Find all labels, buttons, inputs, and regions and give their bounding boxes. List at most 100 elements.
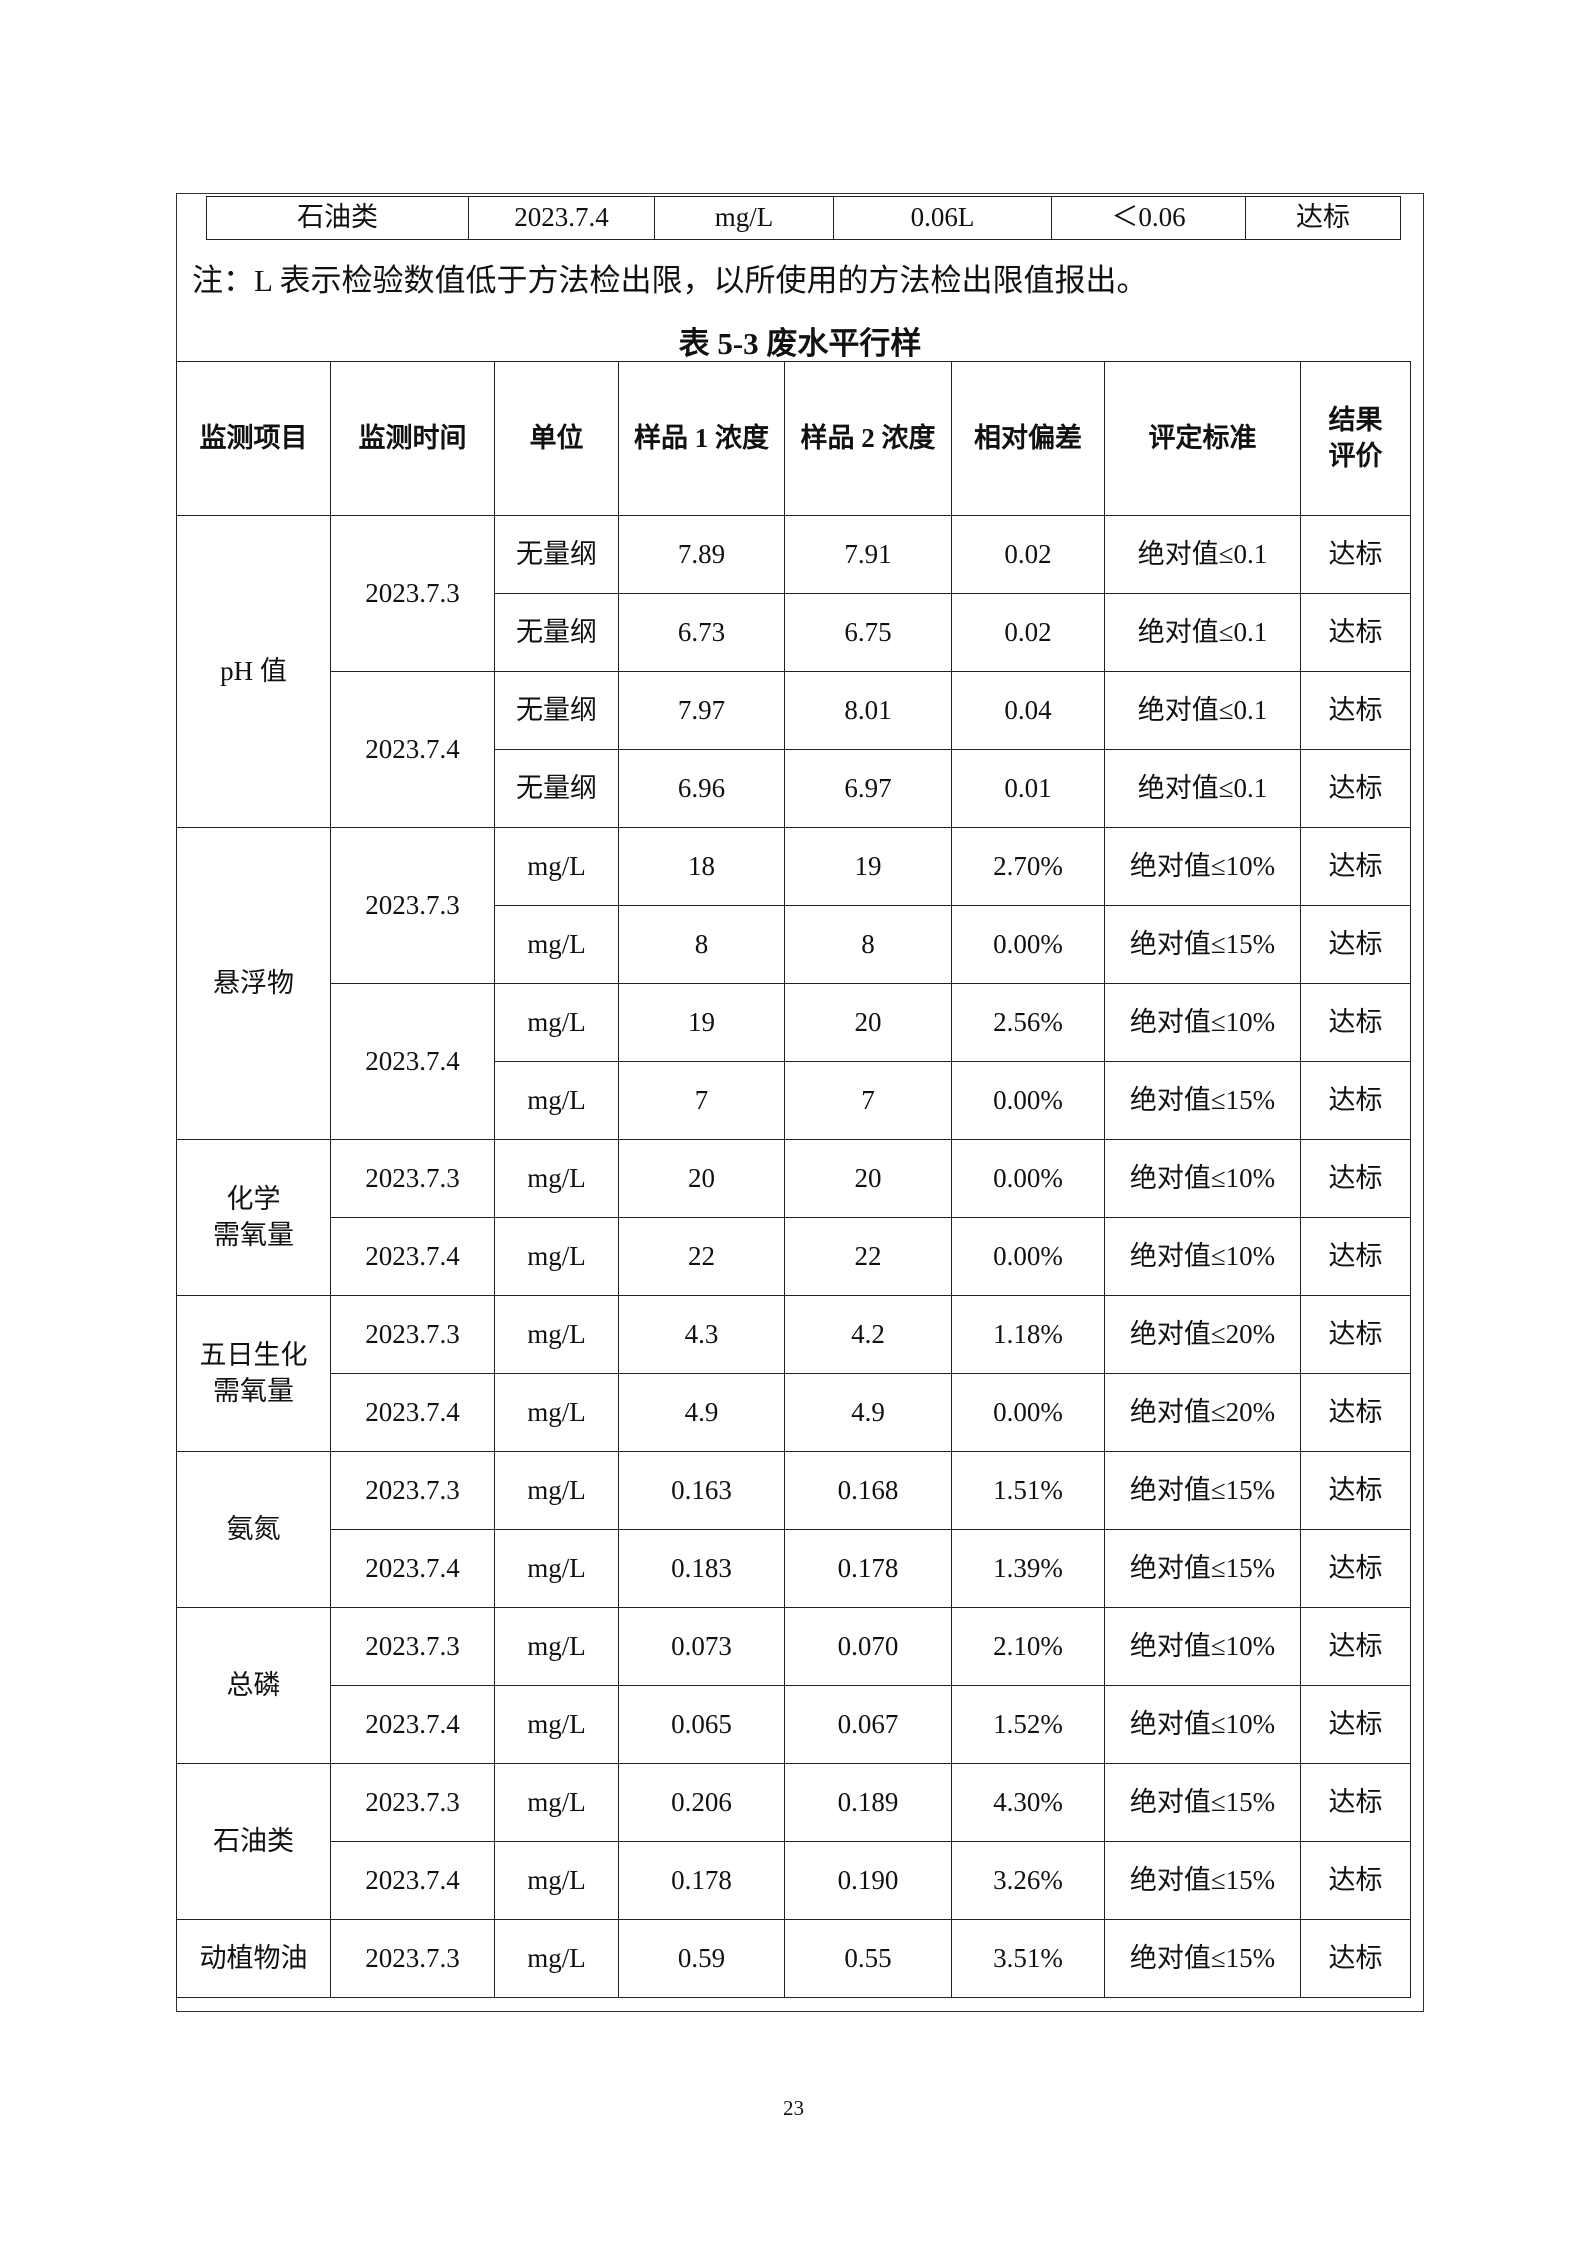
unit-cell: 无量纲 (494, 671, 619, 750)
deviation-cell: 0.00% (951, 905, 1105, 984)
item-cell: 氨氮 (176, 1451, 331, 1608)
sample1-cell: 4.3 (618, 1295, 785, 1374)
standard-cell: 绝对值≤20% (1104, 1295, 1301, 1374)
table-row: mg/L 7 7 0.00% 绝对值≤15% 达标 (177, 1061, 1411, 1140)
standard-cell: 绝对值≤10% (1104, 1685, 1301, 1764)
result-cell: 达标 (1300, 1919, 1411, 1998)
sample1-cell: 0.163 (618, 1451, 785, 1530)
unit-cell: 无量纲 (494, 515, 619, 594)
table-title: 表 5-3 废水平行样 (678, 326, 922, 361)
date-cell: 2023.7.4 (468, 196, 655, 240)
date-cell: 2023.7.3 (330, 1139, 495, 1218)
deviation-cell: 0.00% (951, 1061, 1105, 1140)
header-result: 结果评价 (1300, 361, 1411, 516)
date-cell: 2023.7.4 (330, 671, 495, 828)
standard-cell: 绝对值≤20% (1104, 1373, 1301, 1452)
sample1-cell: 0.206 (618, 1763, 785, 1842)
result-cell: 达标 (1300, 905, 1411, 984)
limit-cell: ＜0.06 (1051, 196, 1246, 240)
table-row: mg/L 8 8 0.00% 绝对值≤15% 达标 (177, 905, 1411, 984)
item-cell: 石油类 (206, 196, 469, 240)
result-cell: 达标 (1300, 1217, 1411, 1296)
table-row: 石油类 2023.7.4 mg/L 0.06L ＜0.06 达标 (206, 196, 1401, 240)
sample2-cell: 20 (784, 1139, 952, 1218)
sample2-cell: 0.189 (784, 1763, 952, 1842)
unit-cell: mg/L (494, 983, 619, 1062)
table-row: 五日生化 需氧量 2023.7.3 mg/L 4.3 4.2 1.18% 绝对值≤20% 达标 (176, 1295, 1411, 1452)
unit-cell: mg/L (494, 1295, 619, 1374)
header-sample1: 样品 1 浓度 (618, 361, 785, 516)
table-row: 2023.7.4 无量纲 7.97 8.01 0.04 绝对值≤0.1 达标 (177, 671, 1411, 828)
note-text: 注：L 表示检验数值低于方法检出限，以所使用的方法检出限值报出。 (192, 263, 1148, 298)
table-row: 悬浮物 2023.7.3 mg/L 18 19 2.70% 绝对值≤10% 达标 (176, 827, 1411, 1140)
sample2-cell: 0.55 (784, 1919, 952, 1998)
result-cell: 达标 (1300, 1373, 1411, 1452)
deviation-cell: 0.00% (951, 1373, 1105, 1452)
sample1-cell: 0.065 (618, 1685, 785, 1764)
item-cell: 石油类 (176, 1763, 331, 1920)
sample2-cell: 6.75 (784, 593, 952, 672)
standard-cell: 绝对值≤10% (1104, 1217, 1301, 1296)
deviation-cell: 3.51% (951, 1919, 1105, 1998)
deviation-cell: 0.01 (951, 749, 1105, 828)
standard-cell: 绝对值≤10% (1104, 1607, 1301, 1686)
sample2-cell: 0.067 (784, 1685, 952, 1764)
sample2-cell: 0.190 (784, 1841, 952, 1920)
unit-cell: mg/L (494, 1763, 619, 1842)
unit-cell: 无量纲 (494, 593, 619, 672)
table-row: 2023.7.4 mg/L 0.178 0.190 3.26% 绝对值≤15% 达标 (177, 1841, 1411, 1920)
date-cell: 2023.7.4 (330, 1841, 495, 1920)
table-row: 总磷 2023.7.3 mg/L 0.073 0.070 2.10% 绝对值≤10% 达标 (176, 1607, 1411, 1764)
table-row: 2023.7.4 mg/L 0.183 0.178 1.39% 绝对值≤15% 达标 (177, 1529, 1411, 1608)
table-row: 无量纲 6.73 6.75 0.02 绝对值≤0.1 达标 (177, 593, 1411, 672)
date-cell: 2023.7.3 (330, 1763, 495, 1842)
standard-cell: 绝对值≤15% (1104, 1919, 1301, 1998)
sample2-cell: 22 (784, 1217, 952, 1296)
date-cell: 2023.7.3 (330, 1919, 495, 1998)
result-cell: 达标 (1245, 196, 1401, 240)
result-cell: 达标 (1300, 1607, 1411, 1686)
table-row: 化学 需氧量 2023.7.3 mg/L 20 20 0.00% 绝对值≤10% 达标 (176, 1139, 1411, 1296)
sample1-cell: 0.073 (618, 1607, 785, 1686)
header-date: 监测时间 (330, 361, 495, 516)
header-row: 监测项目 监测时间 单位 样品 1 浓度 样品 2 浓度 相对偏差 评定标准 结… (176, 361, 1411, 516)
unit-cell: mg/L (494, 827, 619, 906)
sample2-cell: 7.91 (784, 515, 952, 594)
result-cell: 达标 (1300, 1295, 1411, 1374)
sample1-cell: 0.59 (618, 1919, 785, 1998)
table-row: 2023.7.4 mg/L 4.9 4.9 0.00% 绝对值≤20% 达标 (177, 1373, 1411, 1452)
unit-cell: mg/L (654, 196, 834, 240)
result-cell: 达标 (1300, 1763, 1411, 1842)
unit-cell: mg/L (494, 1529, 619, 1608)
date-cell: 2023.7.4 (330, 983, 495, 1140)
deviation-cell: 2.56% (951, 983, 1105, 1062)
header-item: 监测项目 (176, 361, 331, 516)
table-row: 无量纲 6.96 6.97 0.01 绝对值≤0.1 达标 (177, 749, 1411, 828)
standard-cell: 绝对值≤15% (1104, 905, 1301, 984)
date-cell: 2023.7.3 (330, 515, 495, 672)
item-cell: 总磷 (176, 1607, 331, 1764)
unit-cell: mg/L (494, 905, 619, 984)
sample2-cell: 7 (784, 1061, 952, 1140)
sample2-cell: 8.01 (784, 671, 952, 750)
item-cell: 化学 需氧量 (176, 1139, 331, 1296)
deviation-cell: 3.26% (951, 1841, 1105, 1920)
table-row: 2023.7.4 mg/L 0.065 0.067 1.52% 绝对值≤10% 达标 (177, 1685, 1411, 1764)
sample1-cell: 7 (618, 1061, 785, 1140)
unit-cell: mg/L (494, 1451, 619, 1530)
parallel-sample-table: 监测项目 监测时间 单位 样品 1 浓度 样品 2 浓度 相对偏差 评定标准 结… (176, 361, 1411, 1998)
sample1-cell: 20 (618, 1139, 785, 1218)
deviation-cell: 1.52% (951, 1685, 1105, 1764)
date-cell: 2023.7.4 (330, 1685, 495, 1764)
item-cell: pH 值 (176, 515, 331, 828)
unit-cell: mg/L (494, 1139, 619, 1218)
sample1-cell: 22 (618, 1217, 785, 1296)
item-cell: 悬浮物 (176, 827, 331, 1140)
sample2-cell: 4.9 (784, 1373, 952, 1452)
standard-cell: 绝对值≤15% (1104, 1763, 1301, 1842)
deviation-cell: 1.39% (951, 1529, 1105, 1608)
sample1-cell: 18 (618, 827, 785, 906)
header-unit: 单位 (494, 361, 619, 516)
standard-cell: 绝对值≤0.1 (1104, 593, 1301, 672)
table-row: 动植物油 2023.7.3 mg/L 0.59 0.55 3.51% 绝对值≤15% 达标 (176, 1919, 1411, 1998)
